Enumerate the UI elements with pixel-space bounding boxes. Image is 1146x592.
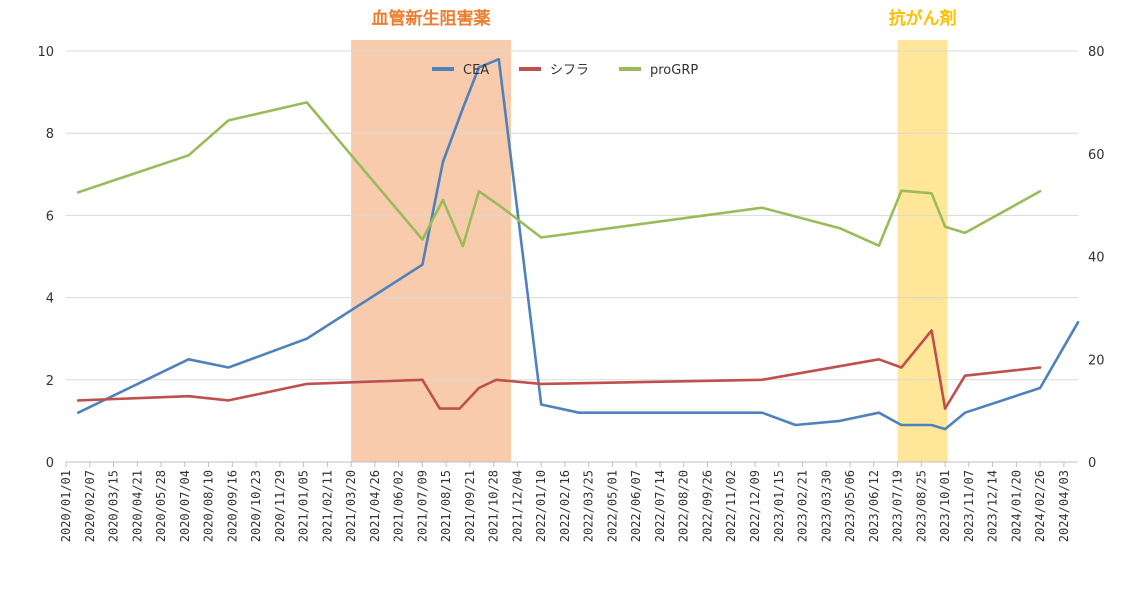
series-lines <box>76 57 1080 431</box>
x-tick-label-33: 2023/05/06 <box>843 470 857 542</box>
x-tick-label-12: 2021/03/20 <box>344 470 358 542</box>
x-tick-label-16: 2021/08/15 <box>439 470 453 542</box>
x-tick-label-20: 2022/01/10 <box>534 470 548 542</box>
x-tick-label-1: 2020/02/07 <box>83 470 97 542</box>
x-tick-label-2: 2020/03/15 <box>107 470 121 542</box>
x-tick-label-30: 2023/01/15 <box>772 470 786 542</box>
x-tick-label-28: 2022/11/02 <box>724 470 738 542</box>
x-axis: 2020/01/01 2020/02/07 2020/03/15 2020/04/21… <box>59 462 1071 542</box>
left-y-axis: 0 2 4 6 8 10 <box>37 45 54 471</box>
x-tick-label-29: 2022/12/09 <box>748 470 762 542</box>
treatment-band-label-0: 血管新生阻害薬 <box>372 8 491 29</box>
right-y-tick-label-2: 40 <box>1088 251 1105 266</box>
x-tick-label-40: 2024/01/20 <box>1009 470 1023 542</box>
treatment-bands: 血管新生阻害薬 抗がん剤 <box>351 8 957 462</box>
x-tick-label-41: 2024/02/26 <box>1033 470 1047 542</box>
x-tick-label-3: 2020/04/21 <box>130 470 144 542</box>
x-tick-label-27: 2022/09/26 <box>700 470 714 542</box>
x-tick-label-14: 2021/06/02 <box>392 470 406 542</box>
x-tick-label-4: 2020/05/28 <box>154 470 168 542</box>
right-y-axis: 0 20 40 60 80 <box>1088 45 1105 471</box>
x-tick-label-31: 2023/02/21 <box>796 470 810 542</box>
x-tick-label-42: 2024/04/03 <box>1057 470 1071 542</box>
x-tick-label-35: 2023/07/19 <box>891 470 905 542</box>
left-y-tick-label-4: 8 <box>46 127 54 142</box>
x-tick-label-13: 2021/04/26 <box>368 470 382 542</box>
x-tick-label-21: 2022/02/16 <box>558 470 572 542</box>
x-tick-label-19: 2021/12/04 <box>510 470 524 542</box>
x-tick-label-18: 2021/10/28 <box>487 470 501 542</box>
legend-label-1: シフラ <box>550 63 589 78</box>
x-tick-label-6: 2020/08/10 <box>202 470 216 542</box>
x-tick-label-11: 2021/02/11 <box>320 470 334 542</box>
x-tick-label-23: 2022/05/01 <box>605 470 619 542</box>
legend-label-2: proGRP <box>650 63 698 78</box>
treatment-band-label-1: 抗がん剤 <box>889 8 957 29</box>
right-y-tick-label-0: 0 <box>1088 456 1096 471</box>
x-tick-label-15: 2021/07/09 <box>415 470 429 542</box>
x-tick-label-32: 2023/03/30 <box>819 470 833 542</box>
treatment-band-1 <box>897 40 948 462</box>
right-y-tick-label-4: 80 <box>1088 45 1105 60</box>
x-tick-label-9: 2020/11/29 <box>273 470 287 542</box>
x-tick-label-22: 2022/03/25 <box>582 470 596 542</box>
right-y-tick-label-1: 20 <box>1088 353 1105 368</box>
x-tick-label-17: 2021/09/21 <box>463 470 477 542</box>
x-tick-label-10: 2021/01/05 <box>297 470 311 542</box>
series-line-proGRP <box>76 101 1042 248</box>
left-y-tick-label-1: 2 <box>46 374 54 389</box>
x-tick-label-0: 2020/01/01 <box>59 470 73 542</box>
left-y-tick-label-0: 0 <box>46 456 54 471</box>
right-y-tick-label-3: 60 <box>1088 148 1105 163</box>
left-y-tick-label-3: 6 <box>46 209 54 224</box>
treatment-band-0 <box>351 40 511 462</box>
x-tick-label-24: 2022/06/07 <box>629 470 643 542</box>
gridlines <box>66 50 1078 463</box>
series-line-CEA <box>76 57 1080 431</box>
x-tick-label-7: 2020/09/16 <box>225 470 239 542</box>
x-tick-label-37: 2023/10/01 <box>938 470 952 542</box>
x-tick-label-26: 2022/08/20 <box>677 470 691 542</box>
x-tick-label-39: 2023/12/14 <box>986 470 1000 542</box>
legend-label-0: CEA <box>463 63 489 78</box>
x-tick-label-36: 2023/08/25 <box>914 470 928 542</box>
x-tick-label-8: 2020/10/23 <box>249 470 263 542</box>
left-y-tick-label-2: 4 <box>46 292 54 307</box>
left-y-tick-label-5: 10 <box>37 45 54 60</box>
x-tick-label-5: 2020/07/04 <box>178 470 192 542</box>
x-tick-label-38: 2023/11/07 <box>962 470 976 542</box>
legend: CEA シフラ proGRP <box>432 63 698 78</box>
series-line-シフラ <box>76 329 1042 410</box>
x-tick-label-25: 2022/07/14 <box>653 470 667 542</box>
x-tick-label-34: 2023/06/12 <box>867 470 881 542</box>
